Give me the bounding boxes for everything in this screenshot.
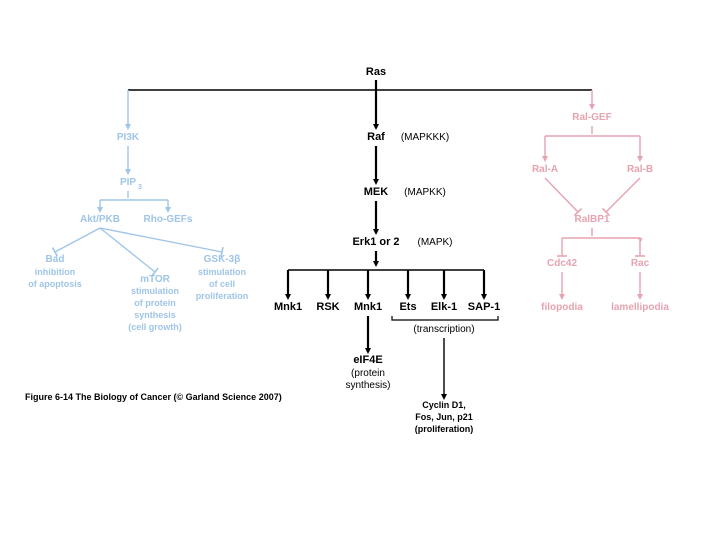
figure-caption: Figure 6-14 The Biology of Cancer (© Gar… — [25, 392, 282, 402]
node-cyc1: Cyclin D1, — [422, 400, 466, 410]
node-transc: (transcription) — [413, 324, 474, 335]
node-akt: Akt/PKB — [80, 214, 120, 225]
node-q: ? — [637, 236, 643, 246]
node-cyc3: (proliferation) — [415, 424, 474, 434]
node-ralgef: Ral-GEF — [572, 112, 611, 123]
node-mtor3: of protein — [134, 298, 176, 308]
node-mek: MEK — [364, 186, 389, 198]
signaling-pathway-diagram: Ras Raf MEK Erk1 or 2 (MAPKKK) (MAPKK) (MAPK) M… — [0, 0, 720, 540]
node-mtor2: stimulation — [131, 286, 179, 296]
node-elk1: Elk-1 — [431, 301, 457, 313]
node-ras: Ras — [366, 66, 386, 78]
node-bad2: inhibition — [35, 267, 76, 277]
node-rac: Rac — [631, 258, 650, 269]
node-ralbp1: RalBP1 — [574, 214, 609, 225]
node-erk: Erk1 or 2 — [352, 236, 399, 248]
node-pi3k: PI3K — [117, 132, 140, 143]
node-mtor5: (cell growth) — [128, 322, 182, 332]
inhibit-line — [606, 178, 640, 212]
node-gsk3: of cell — [209, 279, 235, 289]
node-eif4e_ann2: synthesis) — [345, 380, 390, 391]
node-rala: Ral-A — [532, 164, 558, 175]
node-pip3: PIP — [120, 177, 136, 188]
inhibit-line — [100, 228, 155, 272]
node-gsk2: stimulation — [198, 267, 246, 277]
node-cdc42: Cdc42 — [547, 258, 577, 269]
node-mtor4: synthesis — [134, 310, 176, 320]
node-raf: Raf — [367, 131, 385, 143]
node-filo: filopodia — [541, 302, 583, 313]
node-gsk1: GSK-3β — [204, 254, 241, 265]
node-eif4e_ann1: (protein — [351, 368, 385, 379]
inhibit-line — [100, 228, 222, 252]
pip3-subscript: 3 — [138, 184, 142, 191]
node-ralb: Ral-B — [627, 164, 653, 175]
node-eif4e: eIF4E — [353, 354, 382, 366]
node-bad3: of apoptosis — [28, 279, 82, 289]
node-raf_ann: (MAPKKK) — [401, 132, 449, 143]
bracket — [392, 316, 498, 320]
node-cyc2: Fos, Jun, p21 — [415, 412, 473, 422]
node-mtor1: mTOR — [140, 274, 171, 285]
node-sap1: SAP-1 — [468, 301, 500, 313]
inhibit-line — [545, 178, 578, 212]
node-mek_ann: (MAPKK) — [404, 187, 446, 198]
node-lame: lamellipodia — [611, 302, 669, 313]
node-rhogef: Rho-GEFs — [144, 214, 193, 225]
inhibit-line — [55, 228, 100, 252]
node-bad1: Bad — [46, 254, 65, 265]
node-gsk4: proliferation — [196, 291, 249, 301]
node-ets: Ets — [399, 301, 416, 313]
node-mnk1a: Mnk1 — [274, 301, 302, 313]
node-rsk: RSK — [316, 301, 339, 313]
node-erk_ann: (MAPK) — [418, 237, 453, 248]
node-mnk1b: Mnk1 — [354, 301, 382, 313]
